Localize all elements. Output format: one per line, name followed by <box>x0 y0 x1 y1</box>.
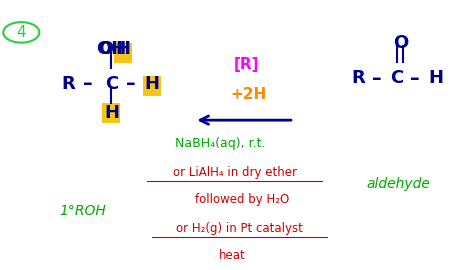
Text: H: H <box>104 104 119 122</box>
Text: +2H: +2H <box>231 87 267 102</box>
Text: or LiAlH₄ in dry ether: or LiAlH₄ in dry ether <box>173 166 297 179</box>
Text: H: H <box>115 40 130 58</box>
Text: C: C <box>105 75 118 93</box>
Text: R: R <box>62 75 76 93</box>
Text: NaBH₄(aq), r.t.: NaBH₄(aq), r.t. <box>175 137 265 150</box>
Text: R: R <box>351 69 365 87</box>
FancyBboxPatch shape <box>114 43 132 63</box>
Text: –: – <box>372 69 382 88</box>
Text: H: H <box>428 69 444 87</box>
Text: 1°ROH: 1°ROH <box>60 204 106 218</box>
Text: [R]: [R] <box>234 57 259 72</box>
Text: H: H <box>144 75 159 93</box>
Text: –: – <box>126 74 135 93</box>
Text: or H₂(g) in Pt catalyst: or H₂(g) in Pt catalyst <box>176 222 303 235</box>
Text: –: – <box>410 69 420 88</box>
Text: –: – <box>83 74 92 93</box>
Text: OH: OH <box>96 40 127 58</box>
Text: aldehyde: aldehyde <box>366 177 430 191</box>
FancyBboxPatch shape <box>143 76 161 96</box>
Text: O: O <box>98 40 113 58</box>
Text: heat: heat <box>219 249 246 262</box>
Text: C: C <box>391 69 404 87</box>
Text: 4: 4 <box>17 25 26 40</box>
Text: O: O <box>393 34 408 52</box>
FancyBboxPatch shape <box>102 103 120 123</box>
Text: followed by H₂O: followed by H₂O <box>195 193 289 206</box>
